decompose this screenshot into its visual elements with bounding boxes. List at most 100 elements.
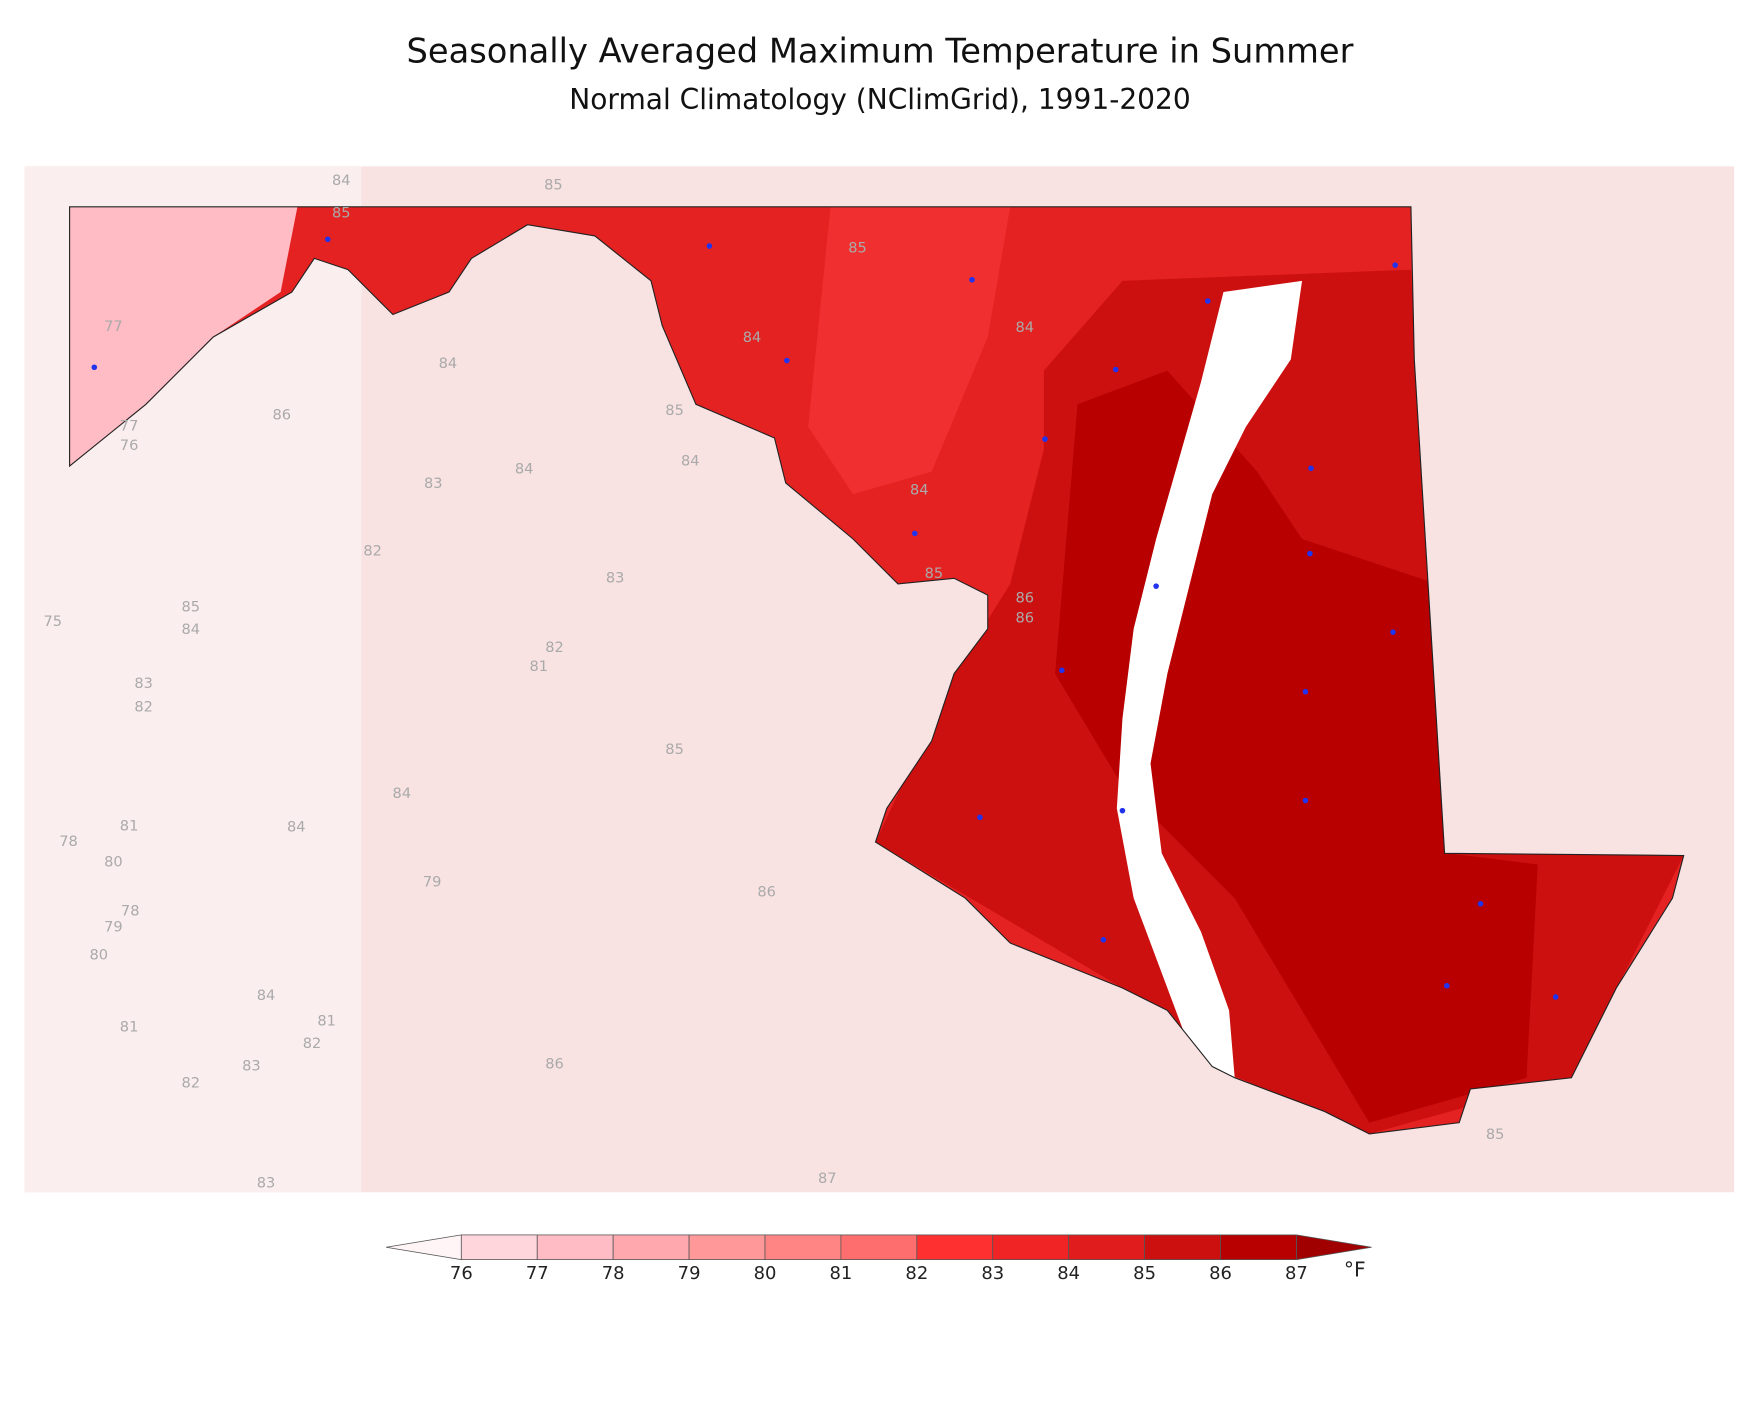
- contour-label: 81: [120, 1018, 139, 1035]
- colorbar-tick-label: 80: [754, 1263, 777, 1284]
- contour-label: 75: [43, 613, 62, 630]
- contour-label: 84: [182, 621, 201, 638]
- station: [911, 530, 918, 537]
- colorbar-tick-label: 78: [602, 1263, 625, 1284]
- contour-label: 78: [121, 903, 140, 920]
- contour-label: 81: [317, 1013, 336, 1030]
- station: [1308, 465, 1314, 472]
- station: [1100, 936, 1107, 943]
- contour-label: 81: [120, 817, 139, 834]
- contour-label: 86: [1016, 589, 1035, 606]
- station: [1153, 583, 1159, 589]
- title: Seasonally Averaged Maximum Temperature …: [407, 31, 1354, 70]
- contour-label: 84: [332, 172, 351, 189]
- contour-label: 82: [303, 1035, 322, 1052]
- contour-label: 85: [665, 741, 684, 758]
- contour-label: 81: [529, 658, 548, 675]
- colorbar-bin: [1144, 1234, 1221, 1261]
- colorbar-bin: [764, 1234, 842, 1261]
- station: [784, 357, 790, 364]
- colorbar-tick-label: 84: [1057, 1263, 1080, 1284]
- colorbar-under: [386, 1234, 462, 1261]
- station: [324, 236, 331, 243]
- contour-label: 79: [104, 918, 123, 935]
- contour-label: 82: [363, 542, 382, 559]
- contour-label: 83: [134, 675, 153, 692]
- colorbar-tick-label: 81: [830, 1263, 853, 1284]
- contour-label: 84: [1016, 319, 1035, 336]
- contour-label: 83: [606, 569, 625, 586]
- contour-label: 84: [393, 785, 412, 802]
- colorbar-tick-label: 86: [1209, 1263, 1232, 1284]
- station: [1307, 550, 1313, 557]
- colorbar-bin: [688, 1234, 766, 1261]
- station: [977, 814, 983, 821]
- contour-label: 85: [332, 204, 351, 221]
- station: [1302, 797, 1309, 804]
- colorbar-tick-label: 79: [678, 1263, 701, 1284]
- region-77: [69, 206, 298, 467]
- colorbar-tick-label: 76: [450, 1263, 473, 1284]
- chesapeake-bay: [1116, 280, 1303, 1078]
- contour-label: 83: [424, 475, 443, 492]
- station: [1112, 366, 1119, 373]
- contour-label: 84: [515, 460, 534, 477]
- colorbar-tick-label: 77: [526, 1263, 549, 1284]
- station: [1477, 900, 1484, 907]
- colorbar-tick-label: 87: [1285, 1263, 1308, 1284]
- colorbar-tick-label: 83: [981, 1263, 1004, 1284]
- colorbar-bin: [612, 1234, 690, 1261]
- contour-label: 76: [120, 437, 139, 454]
- colorbar-bin: [536, 1234, 614, 1261]
- contour-label: 82: [134, 698, 153, 715]
- contour-label: 87: [818, 1170, 837, 1187]
- colorbar: °F 76 77 78 79 80 81 82 83 84 85 86 87: [386, 1234, 1372, 1284]
- station: [1302, 688, 1309, 695]
- contour-label: 77: [120, 418, 139, 435]
- contour-label: 85: [925, 565, 944, 582]
- colorbar-bin: [1220, 1234, 1297, 1261]
- contour-label: 85: [665, 402, 684, 419]
- station: [1390, 629, 1396, 635]
- region-83: [808, 206, 1011, 495]
- contour-label: 86: [272, 407, 291, 424]
- colorbar-bin: [916, 1234, 994, 1261]
- colorbar-bin: [460, 1234, 538, 1261]
- contour-label: 84: [439, 355, 458, 372]
- colorbar-over: [1296, 1234, 1372, 1261]
- colorbar-tick-label: 85: [1133, 1263, 1156, 1284]
- contour-label: 84: [910, 482, 929, 499]
- station: [1444, 982, 1450, 989]
- contour-label: 79: [423, 873, 442, 890]
- contour-label: 84: [743, 329, 762, 346]
- colorbar-bin: [1068, 1234, 1145, 1261]
- contour-label: 85: [544, 176, 563, 193]
- contour-label: 84: [681, 453, 700, 470]
- contour-labels: 84 85 85 85 84 84 77 84 86 85 77 76 84 84 83 84 82 83 85 86…: [43, 172, 1504, 1191]
- contour-label: 77: [104, 318, 123, 335]
- contour-label: 82: [545, 639, 564, 656]
- station: [969, 276, 975, 283]
- station: [1119, 807, 1126, 814]
- station: [1392, 262, 1399, 268]
- station: [91, 364, 98, 371]
- contour-label: 84: [257, 987, 276, 1004]
- contour-label: 80: [104, 853, 123, 870]
- contour-label: 85: [1486, 1126, 1505, 1143]
- contour-label: 85: [848, 239, 867, 256]
- colorbar-bin: [840, 1234, 918, 1261]
- contour-label: 86: [545, 1055, 564, 1072]
- station: [1204, 298, 1211, 304]
- contour-label: 83: [242, 1058, 261, 1075]
- station: [1042, 436, 1048, 442]
- contour-label: 86: [757, 884, 776, 901]
- subtitle: Normal Climatology (NClimGrid), 1991-202…: [569, 83, 1190, 116]
- contour-label: 78: [59, 833, 78, 850]
- contour-label: 84: [287, 818, 306, 835]
- station: [1059, 667, 1065, 674]
- contour-label: 85: [182, 598, 201, 615]
- contour-label: 86: [1016, 610, 1035, 627]
- stations: [91, 236, 1559, 1000]
